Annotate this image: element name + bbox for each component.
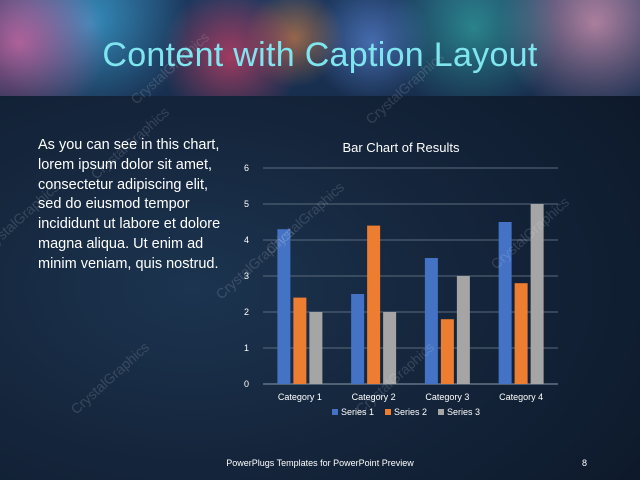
y-tick-label: 1 xyxy=(244,343,249,353)
bar xyxy=(514,283,528,384)
slide-title: Content with Caption Layout xyxy=(102,36,538,74)
y-tick-label: 3 xyxy=(244,271,249,281)
bar xyxy=(456,276,470,384)
title-banner xyxy=(0,0,640,96)
legend-swatch xyxy=(438,409,444,415)
bar xyxy=(293,297,307,384)
bar xyxy=(440,319,454,384)
y-tick-label: 4 xyxy=(244,235,249,245)
watermark-text: CrystalGraphics xyxy=(67,338,153,418)
bar xyxy=(367,225,381,384)
bar xyxy=(424,258,438,384)
bar xyxy=(498,222,512,384)
legend-label: Series 3 xyxy=(447,407,480,417)
y-tick-label: 0 xyxy=(244,379,249,389)
bar xyxy=(383,312,397,384)
legend-label: Series 2 xyxy=(394,407,427,417)
chart-title: Bar Chart of Results xyxy=(342,140,460,155)
x-tick-label: Category 2 xyxy=(352,392,396,402)
x-tick-label: Category 4 xyxy=(499,392,543,402)
page-number: 8 xyxy=(582,458,588,468)
chart-gridlines xyxy=(263,167,558,385)
x-tick-label: Category 3 xyxy=(425,392,469,402)
legend-swatch xyxy=(332,409,338,415)
legend-label: Series 1 xyxy=(341,407,374,417)
y-tick-label: 2 xyxy=(244,307,249,317)
bar xyxy=(351,294,365,384)
slide-footer: PowerPlugs Templates for PowerPoint Prev… xyxy=(226,458,414,468)
x-axis-ticks: Category 1 Category 2 Category 3 Category 4 xyxy=(278,392,543,402)
caption-text: As you can see in this chart, lorem ipsu… xyxy=(38,137,221,272)
y-tick-label: 5 xyxy=(244,199,249,209)
x-tick-label: Category 1 xyxy=(278,392,322,402)
y-axis-ticks: 0 1 2 3 4 5 6 xyxy=(244,163,249,389)
chart-bars xyxy=(277,204,544,384)
y-tick-label: 6 xyxy=(244,163,249,173)
legend-swatch xyxy=(385,409,391,415)
bar xyxy=(277,229,291,384)
bar xyxy=(309,312,323,384)
bar xyxy=(530,204,544,384)
chart-legend: Series 1 Series 2 Series 3 xyxy=(332,407,480,417)
